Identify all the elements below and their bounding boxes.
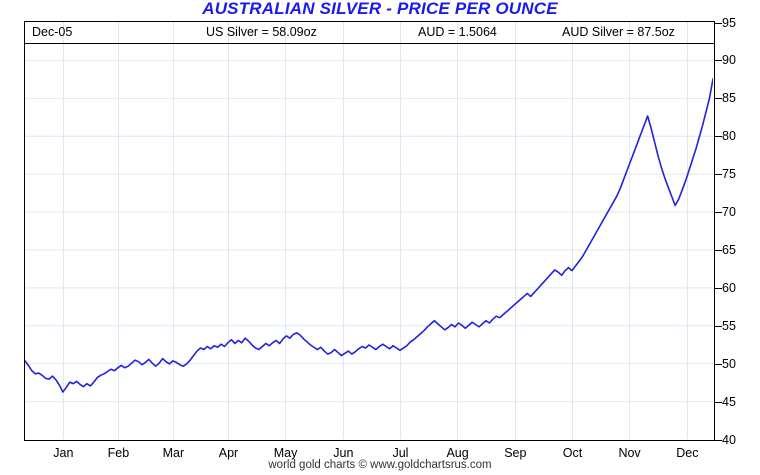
y-axis-tick-mark: [715, 212, 722, 214]
y-axis-tick-label: 85: [722, 91, 736, 106]
y-axis-tick-label: 50: [722, 356, 736, 371]
y-axis-tick-mark: [715, 98, 722, 100]
y-axis-tick-mark: [715, 287, 722, 289]
y-axis-tick-label: 60: [722, 280, 736, 295]
footer-credit: world gold charts © www.goldchartsrus.co…: [268, 459, 492, 471]
chart-title: AUSTRALIAN SILVER - PRICE PER OUNCE: [202, 0, 558, 18]
x-axis-tick-label: Nov: [618, 446, 641, 460]
x-axis-tick-label: Apr: [218, 446, 239, 460]
y-axis-tick-label: 90: [722, 53, 736, 68]
x-axis-tick-label: May: [273, 446, 298, 460]
y-axis-tick-label: 70: [722, 205, 736, 220]
y-axis-tick-label: 65: [722, 242, 736, 257]
y-axis-tick-mark: [715, 401, 722, 403]
x-axis-tick-label: Jan: [53, 446, 74, 460]
y-axis-tick-mark: [715, 249, 722, 251]
plot-area: [24, 21, 715, 441]
y-axis-tick-label: 45: [722, 394, 736, 409]
y-axis-tick-label: 55: [722, 318, 736, 333]
y-axis-tick-label: 95: [722, 15, 736, 30]
y-axis-tick-mark: [715, 363, 722, 365]
x-axis-tick-label: Sep: [504, 446, 527, 460]
x-axis-tick-label: Feb: [107, 446, 130, 460]
y-axis-tick-label: 40: [722, 432, 736, 447]
x-axis-tick-label: Jul: [392, 446, 409, 460]
y-axis-tick-mark: [715, 136, 722, 138]
y-axis-tick-mark: [715, 60, 722, 62]
y-axis-tick-label: 80: [722, 129, 736, 144]
y-axis-tick-mark: [715, 22, 722, 24]
price-line-series: [25, 78, 713, 393]
x-axis-tick-label: Mar: [162, 446, 185, 460]
x-axis-tick-label: Jun: [333, 446, 354, 460]
x-axis-tick-label: Aug: [446, 446, 469, 460]
y-axis-tick-mark: [715, 325, 722, 327]
x-axis-tick-label: Dec: [676, 446, 699, 460]
grid-lines: [25, 22, 713, 439]
y-axis-tick-label: 75: [722, 167, 736, 182]
y-axis-tick-mark: [715, 174, 722, 176]
y-axis-tick-mark: [715, 439, 722, 441]
x-axis-tick-label: Oct: [562, 446, 583, 460]
